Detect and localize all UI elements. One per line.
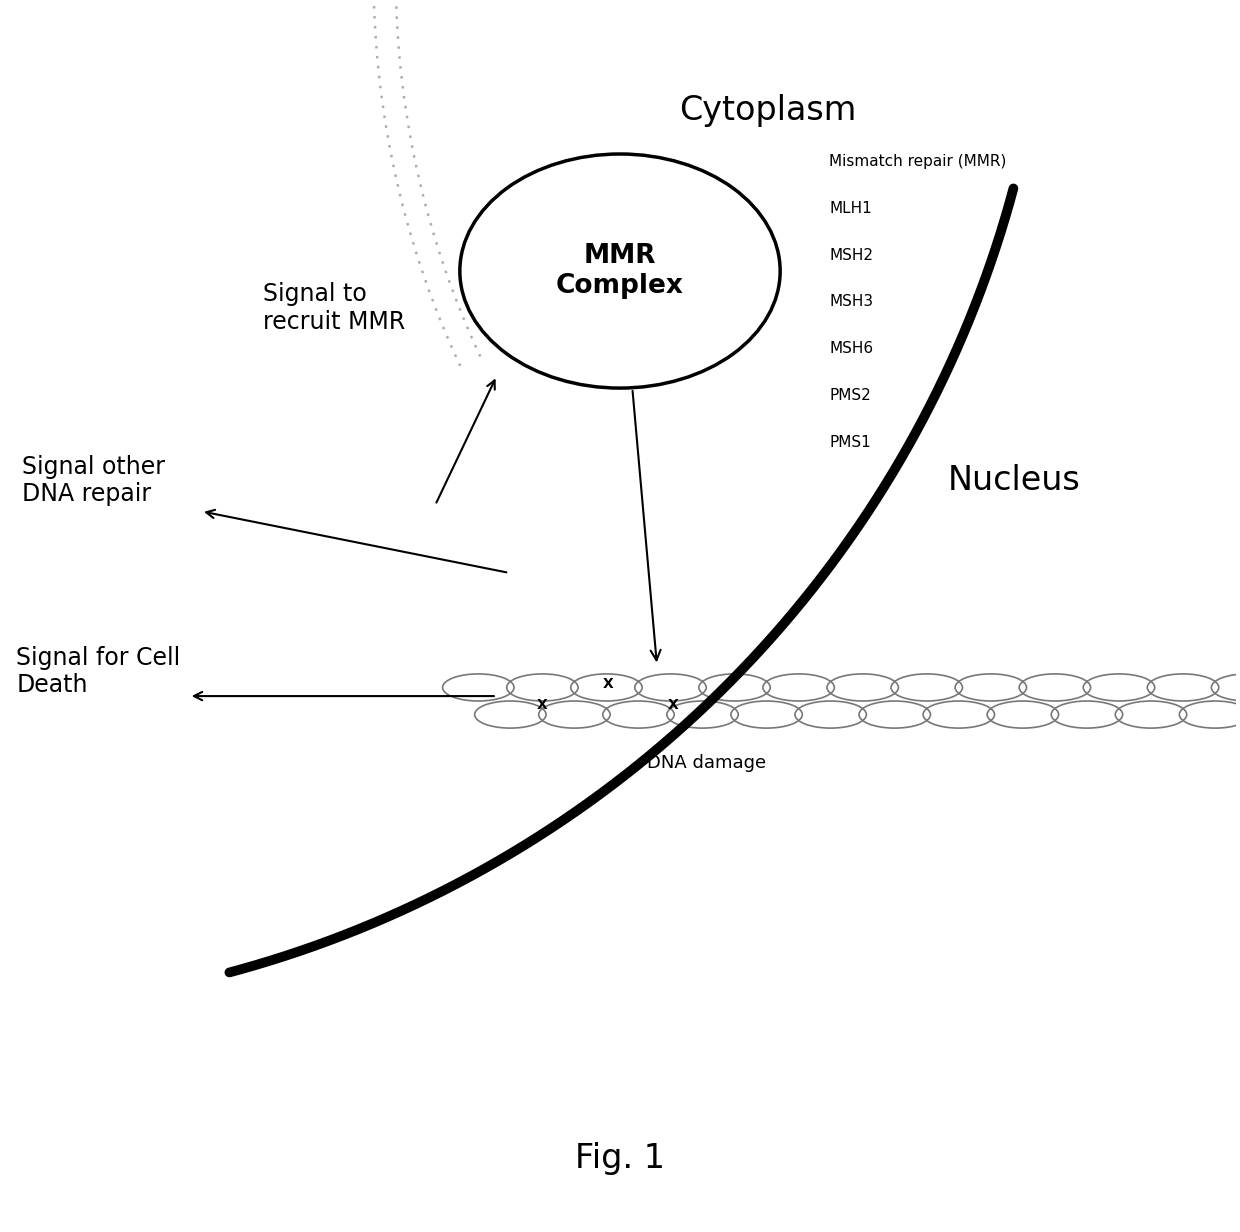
Text: Nucleus: Nucleus: [947, 464, 1080, 496]
Text: Cytoplasm: Cytoplasm: [680, 95, 857, 127]
Text: Mismatch repair (MMR): Mismatch repair (MMR): [830, 154, 1007, 169]
Text: Fig. 1: Fig. 1: [575, 1142, 665, 1174]
Text: Signal other
DNA repair: Signal other DNA repair: [22, 455, 165, 506]
Text: MSH3: MSH3: [830, 294, 873, 309]
Text: DNA damage: DNA damage: [647, 754, 766, 772]
Text: MMR
Complex: MMR Complex: [556, 243, 684, 299]
Text: Signal to
recruit MMR: Signal to recruit MMR: [263, 282, 405, 334]
Text: Signal for Cell
Death: Signal for Cell Death: [16, 646, 181, 697]
Text: PMS1: PMS1: [830, 435, 872, 450]
Text: X: X: [537, 697, 548, 712]
Text: MLH1: MLH1: [830, 201, 872, 216]
Text: PMS2: PMS2: [830, 388, 872, 403]
Text: X: X: [603, 676, 613, 691]
Text: MSH6: MSH6: [830, 341, 873, 356]
Text: X: X: [667, 697, 678, 712]
Text: MSH2: MSH2: [830, 248, 873, 262]
